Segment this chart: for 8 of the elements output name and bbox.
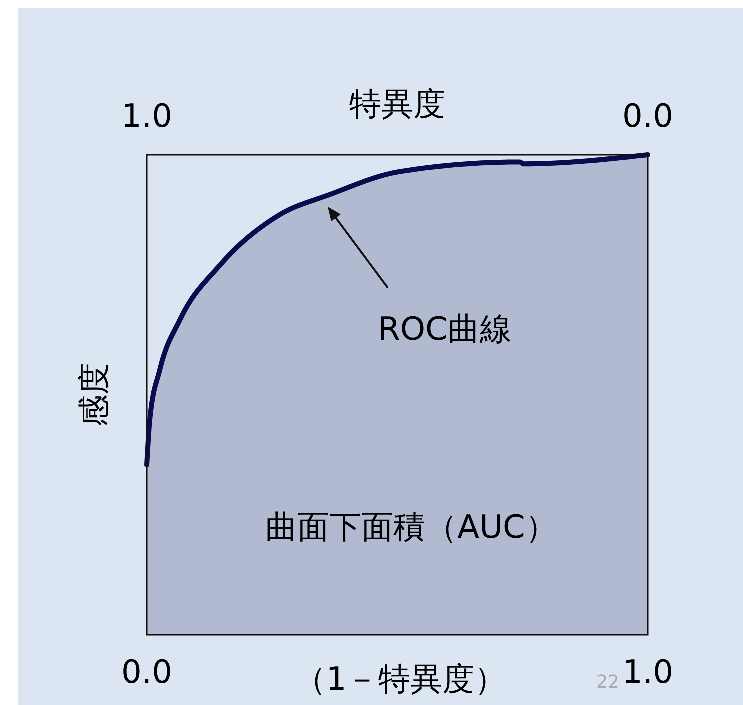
x-axis-title: （1－特異度） [294, 660, 507, 698]
x2-tick-label: 1.0 [122, 97, 172, 135]
x2-axis-title: 特異度 [350, 85, 446, 123]
annotation: 曲面下面積（AUC） [266, 508, 558, 546]
text: 22 [596, 672, 620, 693]
y-axis-title: 感度 [75, 363, 113, 427]
x2-tick-label: 0.0 [622, 97, 674, 135]
annotation: ROC曲線 [378, 310, 512, 348]
